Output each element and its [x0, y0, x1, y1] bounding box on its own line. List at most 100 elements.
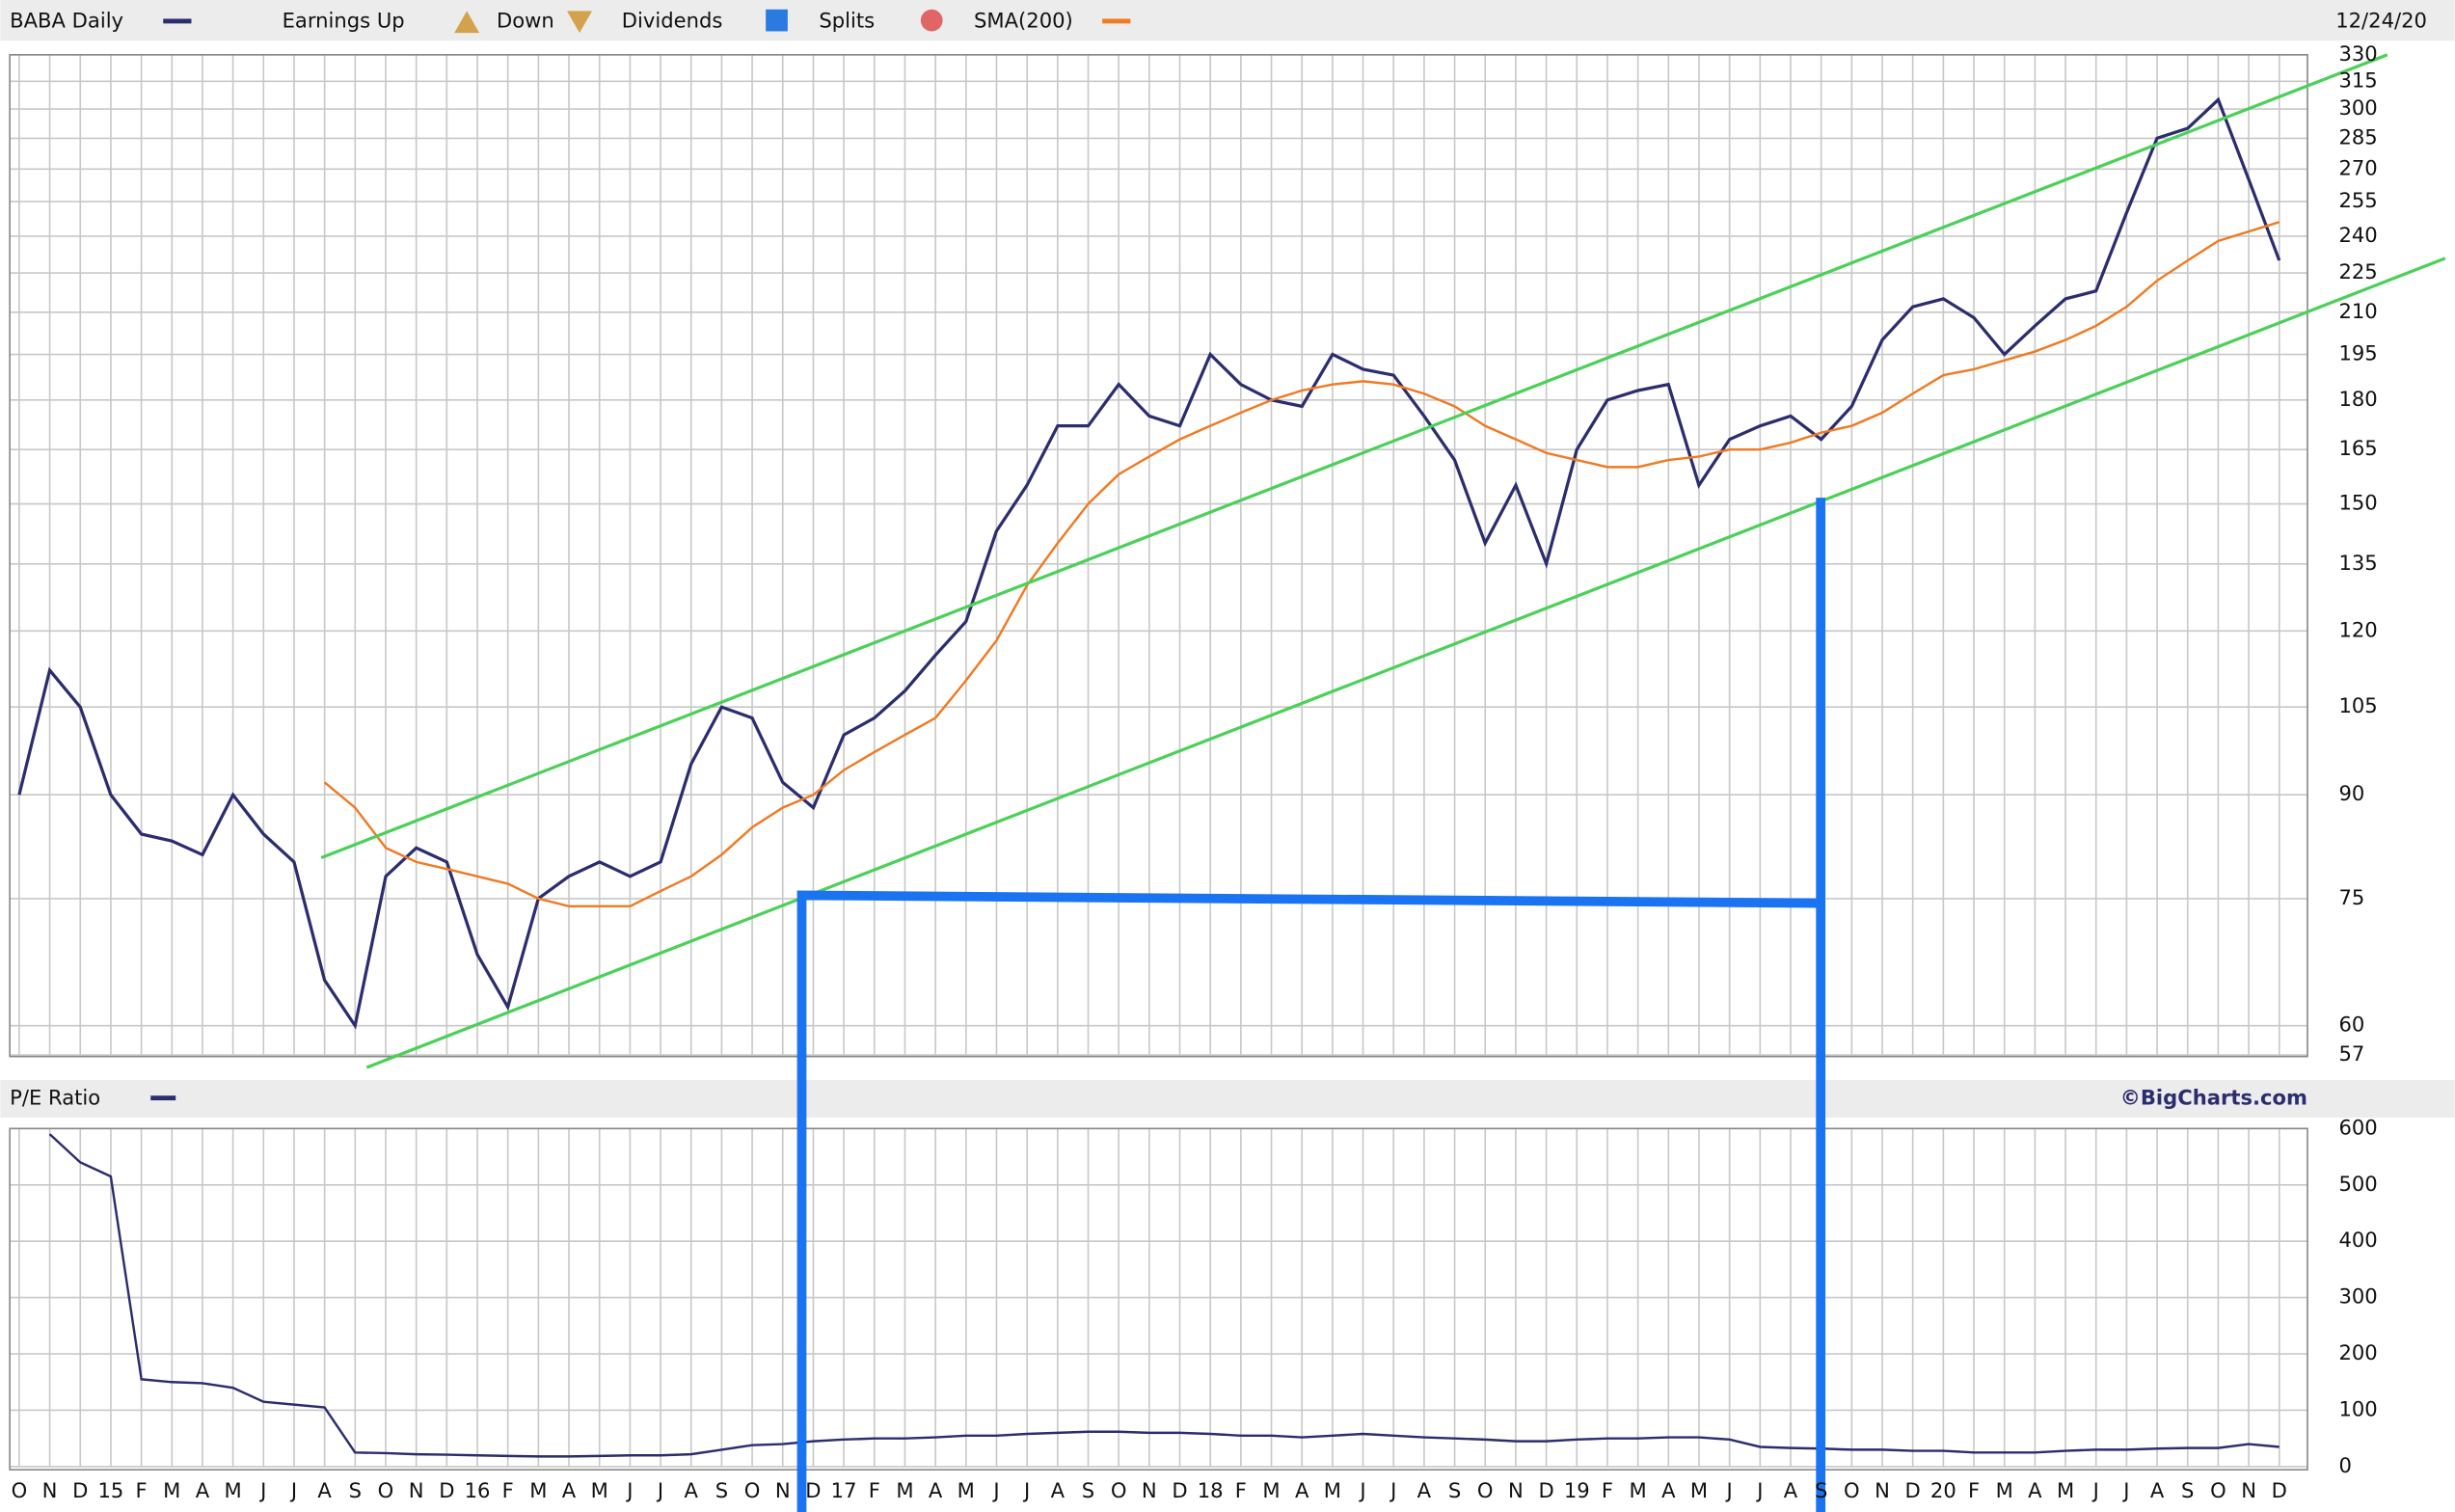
- pe-y-tick-label: 500: [2338, 1172, 2377, 1196]
- trend-line: [365, 256, 2446, 1069]
- price-frame: [9, 54, 2308, 1058]
- x-tick-label: N: [2241, 1478, 2256, 1502]
- legend-earnings-down: Down: [497, 9, 554, 33]
- trend-line: [320, 53, 2388, 860]
- x-tick-label: D: [1905, 1478, 1921, 1502]
- x-tick-label: S: [1815, 1478, 1827, 1502]
- legend-icon: [920, 9, 943, 32]
- legend-title: BABA Daily: [10, 9, 123, 33]
- x-tick-label: S: [349, 1478, 362, 1502]
- legend-dividends: Dividends: [622, 9, 723, 33]
- y-tick-label: 315: [2338, 68, 2377, 92]
- pe-y-tick-label: 100: [2338, 1396, 2377, 1420]
- x-tick-label: M: [1996, 1478, 2013, 1502]
- x-tick-label: J: [2121, 1478, 2129, 1502]
- x-tick-label: M: [1630, 1478, 1647, 1502]
- y-tick-label: 75: [2338, 885, 2364, 909]
- x-tick-label: M: [225, 1478, 242, 1502]
- x-tick-label: 16: [465, 1478, 491, 1502]
- x-tick-label: F: [136, 1478, 148, 1502]
- x-tick-label: A: [929, 1478, 943, 1502]
- x-tick-label: 17: [831, 1478, 857, 1502]
- x-tick-label: S: [1448, 1478, 1461, 1502]
- x-tick-label: J: [656, 1478, 663, 1502]
- x-tick-label: O: [1477, 1478, 1494, 1502]
- y-tick-label: 195: [2338, 341, 2377, 365]
- y-tick-label: 165: [2338, 436, 2377, 460]
- y-tick-label: 300: [2338, 95, 2377, 120]
- x-tick-label: F: [502, 1478, 514, 1502]
- x-tick-label: O: [2210, 1478, 2226, 1502]
- x-tick-label: M: [529, 1478, 547, 1502]
- x-tick-label: F: [1235, 1478, 1247, 1502]
- legend-icon: [766, 9, 788, 32]
- legend-sma: SMA(200): [974, 9, 1073, 33]
- y-tick-label: 60: [2338, 1012, 2364, 1037]
- y-tick-label: 240: [2338, 223, 2377, 247]
- legend-earnings-up: Earnings Up: [283, 9, 405, 33]
- y-tick-label: 105: [2338, 693, 2377, 717]
- x-tick-label: J: [2091, 1478, 2099, 1502]
- x-tick-label: M: [1690, 1478, 1708, 1502]
- x-tick-label: A: [685, 1478, 699, 1502]
- x-tick-label: A: [1295, 1478, 1309, 1502]
- marks: [17, 96, 2281, 1458]
- x-tick-label: N: [1142, 1478, 1157, 1502]
- x-tick-label: M: [1324, 1478, 1341, 1502]
- header-bar: [0, 0, 2455, 41]
- legend-icon: [454, 11, 480, 34]
- pe-frame: [9, 1127, 2308, 1471]
- x-tick-label: N: [1875, 1478, 1890, 1502]
- series-line: [17, 96, 2281, 1030]
- x-tick-label: N: [42, 1478, 58, 1502]
- series-line: [323, 221, 2280, 908]
- x-tick-label: J: [1755, 1478, 1763, 1502]
- date-label: 12/24/20: [2335, 9, 2427, 33]
- y-tick-label: 255: [2338, 188, 2377, 212]
- y-tick-label: 120: [2338, 617, 2377, 641]
- x-tick-label: O: [1111, 1478, 1127, 1502]
- x-tick-label: J: [258, 1478, 266, 1502]
- legend-swatch: [163, 18, 192, 24]
- x-tick-label: D: [805, 1478, 821, 1502]
- x-tick-label: A: [2028, 1478, 2042, 1502]
- x-tick-label: D: [2272, 1478, 2287, 1502]
- x-tick-label: N: [1508, 1478, 1524, 1502]
- x-tick-label: M: [591, 1478, 608, 1502]
- x-tick-label: S: [715, 1478, 728, 1502]
- legend-splits: Splits: [819, 9, 875, 33]
- legend-swatch: [1102, 18, 1131, 24]
- x-tick-label: A: [196, 1478, 210, 1502]
- pe-y-tick-label: 200: [2338, 1340, 2377, 1364]
- x-tick-label: 15: [97, 1478, 123, 1502]
- x-tick-label: O: [378, 1478, 394, 1502]
- pe-line: [48, 1133, 2280, 1458]
- x-tick-label: A: [562, 1478, 577, 1502]
- x-tick-label: N: [409, 1478, 424, 1502]
- x-tick-label: A: [1784, 1478, 1798, 1502]
- x-tick-label: D: [1538, 1478, 1553, 1502]
- y-tick-label: 225: [2338, 259, 2377, 284]
- x-tick-label: 20: [1930, 1478, 1956, 1502]
- x-tick-label: M: [1262, 1478, 1280, 1502]
- pe-y-tick-label: 600: [2338, 1115, 2377, 1139]
- legend-icon: [567, 11, 592, 34]
- x-tick-label: F: [869, 1478, 880, 1502]
- x-tick-label: J: [289, 1478, 297, 1502]
- x-tick-label: A: [1661, 1478, 1676, 1502]
- x-tick-label: M: [896, 1478, 913, 1502]
- y-tick-label: 180: [2338, 387, 2377, 411]
- y-tick-label: 285: [2338, 124, 2377, 148]
- x-tick-label: J: [1358, 1478, 1365, 1502]
- x-tick-label: D: [1172, 1478, 1187, 1502]
- x-tick-label: D: [439, 1478, 454, 1502]
- x-tick-label: F: [1602, 1478, 1613, 1502]
- pe-title: P/E Ratio: [10, 1085, 100, 1109]
- x-tick-label: J: [991, 1478, 999, 1502]
- x-tick-label: 18: [1198, 1478, 1224, 1502]
- credit: ©BigCharts.com: [2120, 1085, 2307, 1109]
- x-tick-label: S: [1082, 1478, 1094, 1502]
- x-tick-label: D: [72, 1478, 88, 1502]
- pe-y-tick-label: 300: [2338, 1284, 2377, 1309]
